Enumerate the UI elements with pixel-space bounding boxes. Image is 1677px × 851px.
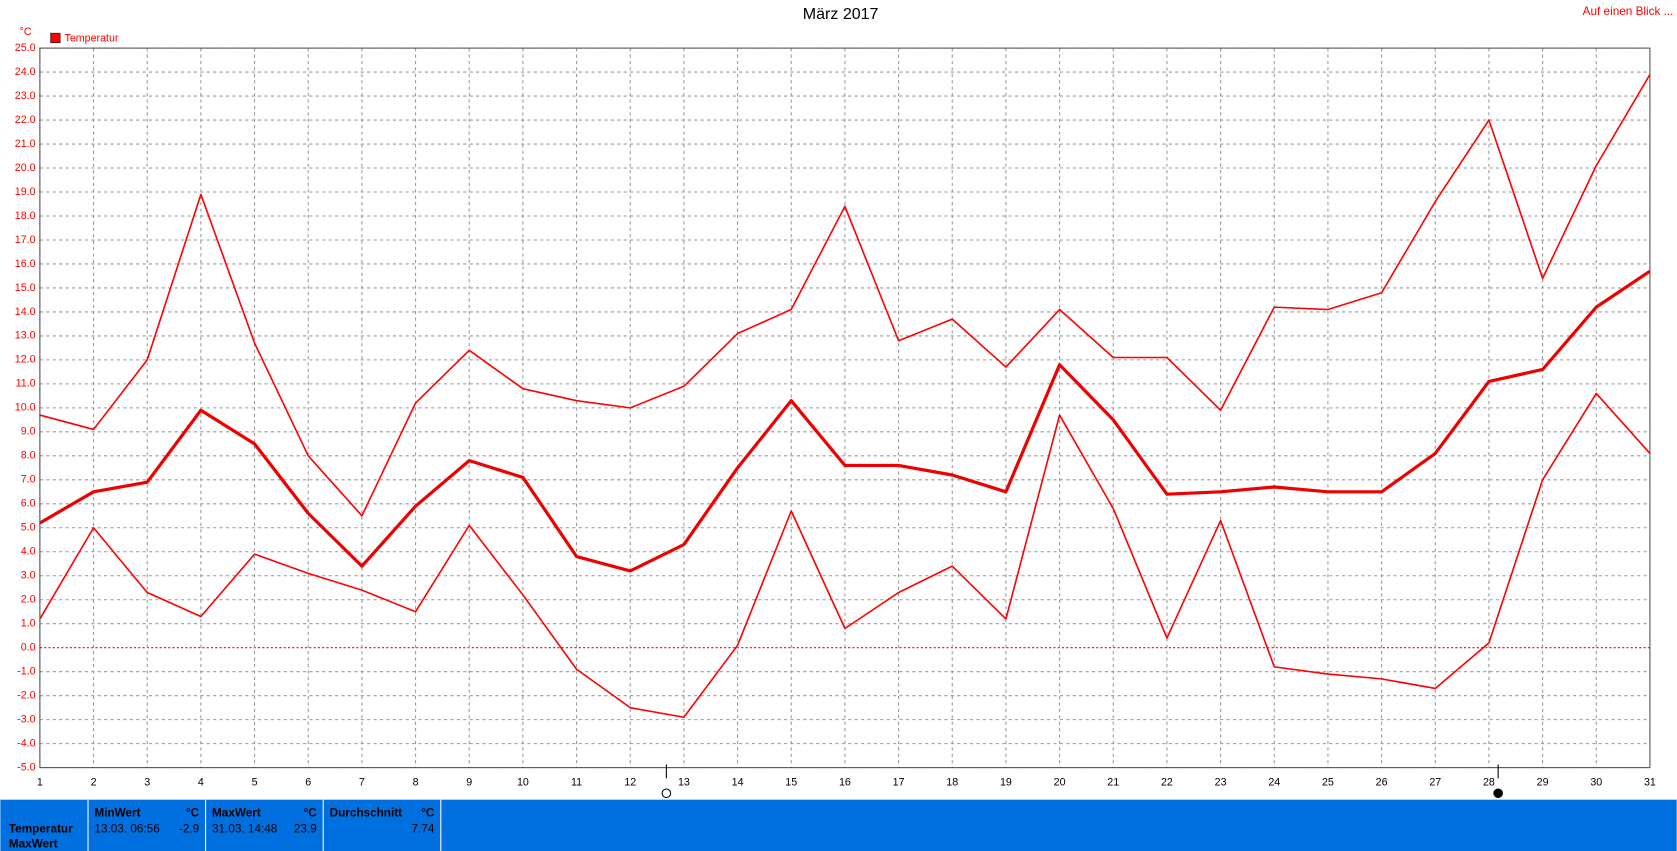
x-tick-label: 14 (732, 776, 744, 788)
x-tick-label: 4 (198, 776, 204, 788)
y-unit: °C (20, 26, 32, 38)
y-tick-label: 22.0 (15, 114, 36, 126)
x-tick-label: 10 (517, 776, 529, 788)
x-tick-label: 19 (1000, 776, 1012, 788)
x-tick-label: 8 (413, 776, 419, 788)
header: MaxWert (212, 807, 261, 820)
y-tick-label: 15.0 (15, 282, 36, 294)
chart-title: März 2017 (803, 5, 879, 23)
y-tick-label: 25.0 (15, 42, 36, 54)
header: Durchschnitt (330, 807, 403, 820)
x-tick-label: 5 (252, 776, 258, 788)
y-tick-label: 6.0 (21, 498, 36, 510)
max-marker (1493, 788, 1503, 799)
y-tick-label: 18.0 (15, 210, 36, 222)
temperature-line (39, 74, 1651, 517)
y-tick-label: 24.0 (15, 66, 36, 78)
x-tick-label: 28 (1483, 776, 1495, 788)
x-tick-label: 11 (571, 776, 582, 788)
x-tick-label: 9 (466, 776, 472, 788)
temperature-line (39, 392, 1651, 719)
y-tick-label: 13.0 (15, 330, 36, 342)
y-tick-label: 19.0 (15, 186, 36, 198)
time: 13.03. 06:56 (94, 823, 160, 836)
y-tick-label: 5.0 (21, 522, 36, 534)
x-tick-label: 31 (1644, 776, 1656, 788)
row-label: Temperatur (9, 823, 73, 836)
y-tick-label: 23.0 (15, 90, 36, 102)
x-tick-label: 27 (1429, 776, 1441, 788)
x-tick-label: 13 (678, 776, 690, 788)
y-tick-label: 8.0 (21, 450, 36, 462)
y-tick-label: 7.0 (21, 474, 36, 486)
x-tick-label: 21 (1107, 776, 1119, 788)
plot-frame (39, 47, 1651, 769)
y-tick-label: 3.0 (21, 570, 36, 582)
value: 23.9 (294, 823, 317, 836)
value: 7.74 (412, 823, 435, 836)
header: MinWert (94, 807, 140, 820)
y-tick-label: 20.0 (15, 162, 36, 174)
link[interactable]: Auf einen Blick ... (1583, 5, 1674, 18)
panel-bg (0, 799, 1677, 851)
x-tick-label: 20 (1054, 776, 1066, 788)
x-tick-label: 1 (37, 776, 43, 788)
y-tick-label: 9.0 (21, 426, 36, 438)
x-tick-label: 12 (624, 776, 636, 788)
legend-swatch (50, 32, 61, 44)
y-tick-label: -3.0 (17, 713, 35, 725)
unit: °C (304, 807, 318, 820)
time: 31.03. 14:48 (212, 823, 278, 836)
x-tick-label: 24 (1268, 776, 1280, 788)
temperature-line (39, 269, 1651, 573)
y-tick-label: 17.0 (15, 234, 36, 246)
y-tick-label: 11.0 (16, 378, 36, 390)
y-tick-label: 14.0 (15, 306, 36, 318)
x-tick-label: 18 (946, 776, 958, 788)
y-tick-label: 21.0 (15, 138, 36, 150)
legend-label: Temperatur (64, 32, 118, 44)
unit: °C (186, 807, 200, 820)
x-tick-label: 22 (1161, 776, 1173, 788)
y-tick-label: 2.0 (21, 594, 36, 606)
unit: °C (421, 807, 435, 820)
x-tick-label: 15 (785, 776, 797, 788)
x-tick-label: 25 (1322, 776, 1334, 788)
y-tick-label: 4.0 (21, 546, 36, 558)
summary-panel: Temperatur MaxWert MinWert °C 13.03. 06:… (0, 799, 1677, 851)
x-tick-label: 26 (1376, 776, 1388, 788)
x-tick-label: 30 (1590, 776, 1602, 788)
min-marker (661, 788, 672, 799)
y-tick-label: 1.0 (21, 618, 36, 630)
x-tick-label: 17 (893, 776, 905, 788)
x-tick-label: 16 (839, 776, 851, 788)
y-tick-label: 0.0 (21, 642, 36, 654)
y-tick-label: 12.0 (15, 354, 36, 366)
x-tick-label: 23 (1215, 776, 1227, 788)
y-tick-label: -2.0 (17, 689, 35, 701)
x-tick-label: 29 (1537, 776, 1549, 788)
x-tick-label: 3 (144, 776, 150, 788)
x-tick-label: 7 (359, 776, 365, 788)
y-tick-label: 16.0 (15, 258, 36, 270)
value: -2.9 (179, 823, 199, 836)
x-tick-label: 6 (305, 776, 311, 788)
y-tick-label: -1.0 (17, 666, 35, 678)
y-tick-label: 10.0 (15, 402, 36, 414)
y-tick-label: -5.0 (17, 761, 35, 773)
y-tick-label: -4.0 (17, 737, 35, 749)
x-tick-label: 2 (91, 776, 97, 788)
row-label: MaxWert (9, 838, 58, 851)
